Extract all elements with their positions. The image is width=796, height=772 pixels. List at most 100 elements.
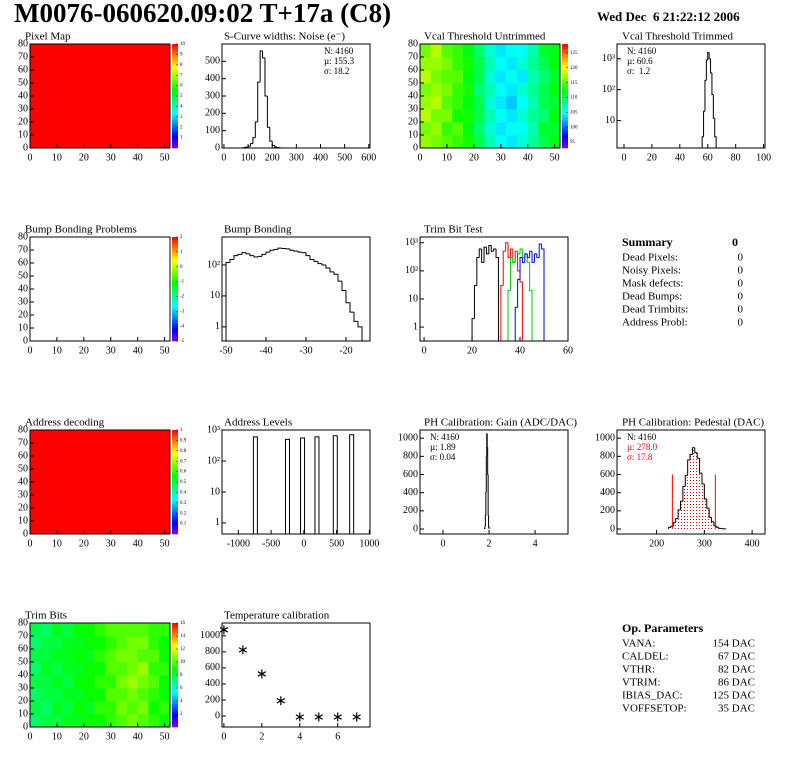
hist-bin (682, 485, 686, 502)
heatmap-cell (94, 636, 106, 650)
hist-bin (706, 499, 710, 509)
heatmap-cell (94, 649, 106, 663)
heatmap-cell (430, 70, 442, 84)
palette-step (172, 49, 178, 53)
heatmap-cell (441, 135, 453, 149)
heatmap-cell (30, 649, 42, 663)
x-tick-label: 20 (467, 345, 477, 356)
heatmap-fill (30, 44, 170, 148)
stats-text: N: 4160 (430, 432, 460, 442)
palette-step (172, 523, 178, 527)
heatmap-cell (549, 109, 561, 123)
heatmap-cell (30, 636, 42, 650)
palette-step (172, 127, 178, 131)
hist-bin (668, 526, 671, 530)
y-tick-label: 40 (18, 90, 28, 101)
heatmap-cell (441, 70, 453, 84)
palette-step (172, 276, 178, 279)
heatmap-cell (538, 70, 550, 84)
hist-bin (531, 251, 535, 263)
palette-step (172, 721, 178, 725)
x-tick-label: 0 (28, 538, 33, 549)
heatmap-cell (105, 649, 117, 663)
palette-label: 0.6 (180, 470, 187, 475)
palette-step (172, 463, 178, 467)
palette-step (562, 119, 568, 123)
palette-step (172, 289, 178, 292)
hist-bin (485, 247, 489, 255)
palette-step (172, 247, 178, 251)
heatmap-cell (126, 649, 138, 663)
y-tick-label: 60 (18, 643, 28, 654)
palette-label: 7 (180, 73, 183, 78)
heatmap-cell (105, 623, 117, 637)
heatmap-cell (40, 649, 52, 663)
y-tick-label: 40 (18, 669, 28, 680)
heatmap-cell (116, 636, 128, 650)
palette-step (172, 437, 178, 441)
hist-bin (517, 251, 521, 255)
heatmap-cell (126, 623, 138, 637)
heatmap-cell (30, 688, 42, 702)
heatmap-cell (159, 701, 171, 715)
y-tick-label: 10 (408, 129, 418, 140)
heatmap-cell (538, 109, 550, 123)
heatmap-cell (516, 57, 528, 71)
heatmap-cell (430, 83, 442, 97)
palette-step (172, 242, 178, 246)
hist-bin (253, 255, 258, 258)
palette-step (172, 111, 178, 115)
plot-border (221, 236, 371, 342)
palette-step (172, 142, 178, 146)
heatmap-cell (473, 122, 485, 136)
y-tick-label: 50 (18, 270, 28, 281)
palette-step (172, 257, 178, 261)
hist-bin (708, 508, 712, 518)
hist-bin (276, 146, 280, 148)
palette-step (172, 93, 178, 97)
palette-step (562, 70, 568, 73)
x-tick-label: 30 (106, 152, 116, 163)
hist-bin (262, 50, 265, 59)
panel-title: PH Calibration: Gain (ADC/DAC) (424, 417, 577, 429)
heatmap-cell (126, 636, 138, 650)
heatmap-cell (137, 675, 149, 689)
heatmap-cell (73, 688, 85, 702)
palette-step (172, 656, 178, 660)
panel-title: Pixel Map (25, 31, 71, 43)
palette-step (172, 51, 178, 55)
heatmap-cell (420, 57, 432, 71)
heatmap-cell (105, 662, 117, 676)
heatmap-cell (473, 44, 485, 58)
hist-bin (507, 242, 511, 258)
palette-step (172, 479, 178, 483)
plot-border (419, 236, 569, 342)
palette-label: 3 (180, 115, 183, 120)
heatmap-cell (51, 701, 63, 715)
palette-step (172, 432, 178, 436)
panel-title: Vcal Threshold Untrimmed (424, 31, 546, 43)
hist-bin (529, 250, 533, 258)
param-value: 35 DAC (718, 703, 755, 715)
param-label: VTRIM: (622, 677, 661, 689)
y-tick-label: 30 (408, 103, 418, 114)
palette-step (172, 430, 178, 433)
heatmap-cell (137, 623, 149, 637)
heatmap-cell (40, 688, 52, 702)
stats-text: µ: 155.3 (324, 56, 355, 66)
heatmap-cell (463, 70, 475, 84)
y-tick-label: 10 (18, 708, 28, 719)
x-tick-label: 600 (361, 152, 376, 163)
heatmap-cell (549, 135, 561, 149)
palette-step (172, 667, 178, 671)
y-tick-label: 10 (210, 290, 220, 301)
heatmap-cell (126, 714, 138, 728)
fit-fill (690, 454, 693, 530)
heatmap-cell (495, 83, 507, 97)
heatmap-cell (126, 701, 138, 715)
palette-label: 120 (570, 66, 578, 71)
palette-step (562, 62, 568, 66)
palette-step (172, 302, 178, 305)
palette-label: 6 (180, 84, 183, 89)
y-tick-label: 100 (205, 125, 220, 136)
